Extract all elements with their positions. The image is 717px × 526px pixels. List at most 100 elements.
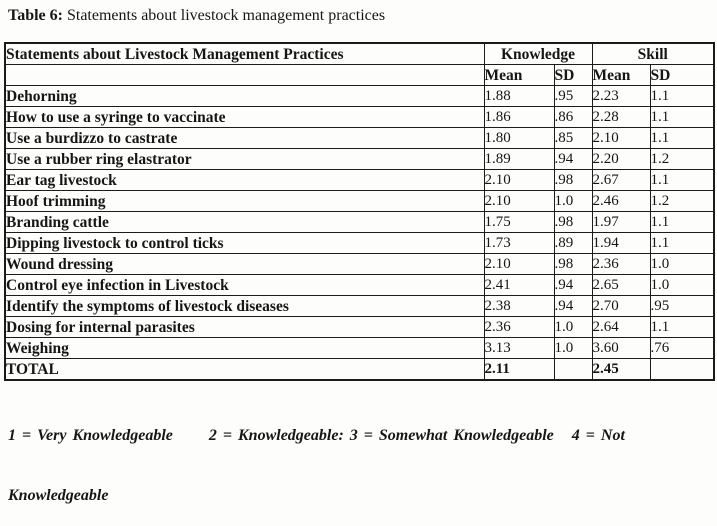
statement-cell: Weighing xyxy=(4,337,485,359)
knowledge-sd-cell: 1.0 xyxy=(553,337,593,359)
skill-mean-cell: 2.65 xyxy=(591,274,651,296)
statement-cell: Dosing for internal parasites xyxy=(4,316,485,338)
skill-sd-header: SD xyxy=(649,64,715,86)
table-caption-number: Table 6: xyxy=(8,7,63,24)
knowledge-mean-header: Mean xyxy=(483,64,555,86)
knowledge-mean-cell: 2.41 xyxy=(483,274,555,296)
skill-mean-header: Mean xyxy=(591,64,651,86)
scale-footnote: 1 = Very Knowledgeable 2 = Knowledgeable… xyxy=(8,386,717,526)
skill-sd-cell: 1.1 xyxy=(649,127,715,149)
total-skill-sd-cell xyxy=(649,358,715,381)
knowledge-sd-cell: .94 xyxy=(553,274,593,296)
knowledge-group-header: Knowledge xyxy=(483,42,593,65)
skill-mean-cell: 2.23 xyxy=(591,85,651,107)
skill-mean-cell: 2.36 xyxy=(591,253,651,275)
skill-sd-cell: 1.2 xyxy=(649,148,715,170)
table-row: Dehorning 1.88 .95 2.23 1.1 xyxy=(4,85,715,107)
knowledge-mean-cell: 1.80 xyxy=(483,127,555,149)
group-header-row: Statements about Livestock Management Pr… xyxy=(4,42,715,65)
skill-sd-cell: 1.1 xyxy=(649,106,715,128)
skill-mean-cell: 1.97 xyxy=(591,211,651,233)
knowledge-mean-cell: 2.10 xyxy=(483,169,555,191)
knowledge-sd-cell: .98 xyxy=(553,253,593,275)
table-row: Wound dressing 2.10 .98 2.36 1.0 xyxy=(4,253,715,275)
statement-cell: Hoof trimming xyxy=(4,190,485,212)
knowledge-mean-cell: 1.75 xyxy=(483,211,555,233)
knowledge-mean-cell: 3.13 xyxy=(483,337,555,359)
statement-cell: Use a burdizzo to castrate xyxy=(4,127,485,149)
table-row: Dipping livestock to control ticks 1.73 … xyxy=(4,232,715,254)
total-skill-mean-cell: 2.45 xyxy=(591,358,651,381)
table-caption-text: Statements about livestock management pr… xyxy=(62,7,386,24)
knowledge-sd-cell: .89 xyxy=(553,232,593,254)
knowledge-mean-cell: 2.36 xyxy=(483,316,555,338)
table-row: How to use a syringe to vaccinate 1.86 .… xyxy=(4,106,715,128)
table-row: Identify the symptoms of livestock disea… xyxy=(4,295,715,317)
statement-cell: Dehorning xyxy=(4,85,485,107)
knowledge-mean-cell: 2.10 xyxy=(483,190,555,212)
skill-mean-cell: 3.60 xyxy=(591,337,651,359)
table-row: Weighing 3.13 1.0 3.60 .76 xyxy=(4,337,715,359)
statement-cell: Control eye infection in Livestock xyxy=(4,274,485,296)
knowledge-mean-cell: 1.88 xyxy=(483,85,555,107)
skill-mean-cell: 2.20 xyxy=(591,148,651,170)
skill-mean-cell: 2.10 xyxy=(591,127,651,149)
statement-cell: How to use a syringe to vaccinate xyxy=(4,106,485,128)
skill-sd-cell: .95 xyxy=(649,295,715,317)
knowledge-sd-cell: .94 xyxy=(553,148,593,170)
knowledge-sd-cell: .98 xyxy=(553,211,593,233)
knowledge-sd-cell: .85 xyxy=(553,127,593,149)
skill-sd-cell: 1.1 xyxy=(649,211,715,233)
table-row: Branding cattle 1.75 .98 1.97 1.1 xyxy=(4,211,715,233)
skill-mean-cell: 2.67 xyxy=(591,169,651,191)
table-row: Control eye infection in Livestock 2.41 … xyxy=(4,274,715,296)
skill-sd-cell: 1.1 xyxy=(649,169,715,191)
total-row: TOTAL 2.11 2.45 xyxy=(4,358,715,381)
livestock-practices-table: Statements about Livestock Management Pr… xyxy=(4,42,716,381)
skill-mean-cell: 2.64 xyxy=(591,316,651,338)
statements-column-header: Statements about Livestock Management Pr… xyxy=(4,42,485,65)
table-row: Dosing for internal parasites 2.36 1.0 2… xyxy=(4,316,715,338)
table-row: Hoof trimming 2.10 1.0 2.46 1.2 xyxy=(4,190,715,212)
skill-sd-cell: 1.2 xyxy=(649,190,715,212)
empty-header-cell xyxy=(4,64,485,86)
skill-sd-cell: 1.0 xyxy=(649,274,715,296)
sub-header-row: Mean SD Mean SD xyxy=(4,64,715,86)
knowledge-sd-cell: .86 xyxy=(553,106,593,128)
table-row: Use a rubber ring elastrator 1.89 .94 2.… xyxy=(4,148,715,170)
scale-footnote-line1: 1 = Very Knowledgeable 2 = Knowledgeable… xyxy=(8,427,625,444)
skill-sd-cell: 1.1 xyxy=(649,316,715,338)
knowledge-mean-cell: 1.86 xyxy=(483,106,555,128)
table-row: Ear tag livestock 2.10 .98 2.67 1.1 xyxy=(4,169,715,191)
knowledge-sd-cell: 1.0 xyxy=(553,190,593,212)
statement-cell: Dipping livestock to control ticks xyxy=(4,232,485,254)
statement-cell: Branding cattle xyxy=(4,211,485,233)
skill-mean-cell: 1.94 xyxy=(591,232,651,254)
knowledge-sd-cell: .95 xyxy=(553,85,593,107)
knowledge-sd-cell: .94 xyxy=(553,295,593,317)
table-row: Use a burdizzo to castrate 1.80 .85 2.10… xyxy=(4,127,715,149)
total-knowledge-mean-cell: 2.11 xyxy=(483,358,555,381)
knowledge-sd-header: SD xyxy=(553,64,593,86)
skill-mean-cell: 2.46 xyxy=(591,190,651,212)
total-label-cell: TOTAL xyxy=(4,358,485,381)
statement-cell: Identify the symptoms of livestock disea… xyxy=(4,295,485,317)
skill-sd-cell: 1.0 xyxy=(649,253,715,275)
knowledge-sd-cell: 1.0 xyxy=(553,316,593,338)
skill-sd-cell: .76 xyxy=(649,337,715,359)
knowledge-mean-cell: 2.10 xyxy=(483,253,555,275)
skill-mean-cell: 2.70 xyxy=(591,295,651,317)
scale-footnote-line2: Knowledgeable xyxy=(8,487,109,504)
knowledge-mean-cell: 1.73 xyxy=(483,232,555,254)
skill-mean-cell: 2.28 xyxy=(591,106,651,128)
total-knowledge-sd-cell xyxy=(553,358,593,381)
statement-cell: Wound dressing xyxy=(4,253,485,275)
knowledge-sd-cell: .98 xyxy=(553,169,593,191)
statement-cell: Use a rubber ring elastrator xyxy=(4,148,485,170)
table-caption: Table 6: Statements about livestock mana… xyxy=(8,6,717,26)
knowledge-mean-cell: 2.38 xyxy=(483,295,555,317)
knowledge-mean-cell: 1.89 xyxy=(483,148,555,170)
skill-group-header: Skill xyxy=(591,42,715,65)
skill-sd-cell: 1.1 xyxy=(649,232,715,254)
statement-cell: Ear tag livestock xyxy=(4,169,485,191)
